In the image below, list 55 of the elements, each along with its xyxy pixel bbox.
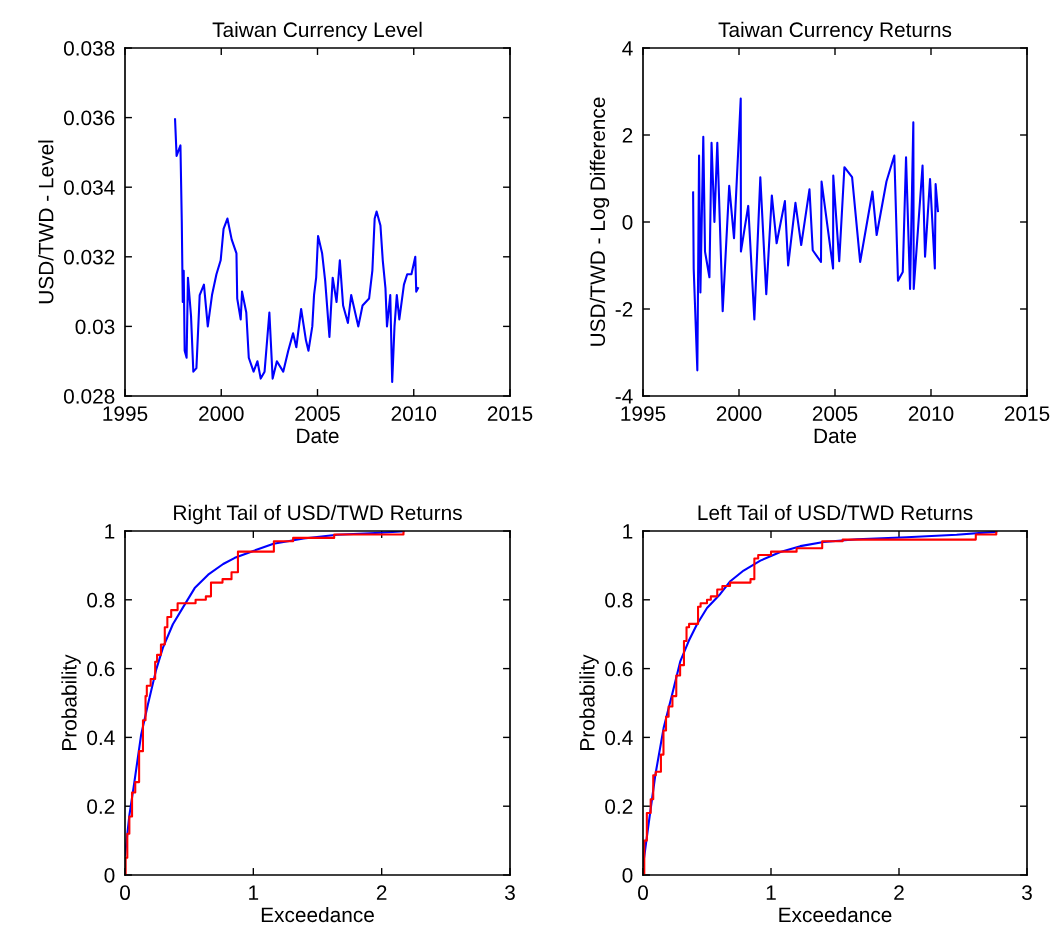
x-axis-title: Date	[297, 428, 339, 444]
y-tick-label: -4	[615, 389, 633, 404]
y-tick-label: 0.2	[605, 799, 633, 814]
x-tick-label: 2015	[1004, 406, 1050, 422]
y-tick-label: 0.6	[605, 661, 633, 677]
chart-title: Taiwan Currency Level	[212, 21, 422, 42]
y-axis-title: USD/TWD - Level	[38, 140, 54, 304]
y-tick-label: 0.03	[75, 319, 115, 335]
chart-title: Taiwan Currency Returns	[718, 21, 952, 42]
y-tick-label: 2	[622, 128, 633, 143]
x-tick-label: 2010	[908, 406, 954, 422]
y-tick-label: 0.038	[63, 41, 115, 56]
y-tick-label: 0.2	[87, 799, 115, 814]
x-tick-label: 2010	[391, 406, 437, 422]
line-series	[692, 97, 939, 372]
y-tick-label: 0	[104, 868, 115, 883]
y-tick-label: 0.8	[87, 592, 115, 608]
y-tick-label: -2	[615, 302, 633, 317]
x-axis-title: Date	[814, 428, 857, 444]
x-tick-label: 3	[505, 885, 515, 901]
x-tick-label: 2000	[716, 406, 762, 422]
x-tick-label: 2005	[812, 406, 858, 422]
x-axis-title: Exceedance	[261, 906, 374, 923]
y-axis-title: Probability	[579, 654, 599, 750]
x-tick-label: 1	[249, 885, 259, 900]
y-tick-label: 0.4	[87, 730, 115, 746]
chart-title: Right Tail of USD/TWD Returns	[174, 504, 462, 525]
x-tick-label: 2	[376, 885, 387, 900]
y-tick-label: 0.032	[63, 249, 115, 265]
y-axis-title: Probability	[61, 654, 81, 750]
line-series	[174, 118, 420, 384]
chart-title: Left Tail of USD/TWD Returns	[698, 504, 973, 521]
x-tick-label: 2005	[295, 406, 340, 422]
y-tick-label: 0	[622, 215, 633, 230]
x-tick-label: 1995	[103, 406, 148, 422]
y-tick-label: 0.034	[63, 180, 115, 195]
x-tick-label: 2015	[487, 406, 533, 422]
x-tick-label: 0	[120, 885, 130, 901]
x-tick-label: 2000	[199, 406, 244, 422]
y-tick-label: 0.028	[63, 389, 115, 404]
y-tick-label: 0.6	[87, 661, 115, 677]
x-axis-title: Exceedance	[779, 906, 892, 923]
x-tick-label: 1995	[621, 406, 666, 422]
y-tick-label: 0.8	[605, 592, 633, 608]
y-tick-label: 1	[623, 524, 633, 539]
x-tick-label: 1	[766, 885, 776, 900]
x-tick-label: 3	[1022, 885, 1032, 901]
y-tick-label: 0.4	[605, 730, 633, 746]
x-tick-label: 2	[894, 885, 904, 900]
y-tick-label: 4	[622, 41, 633, 56]
y-tick-label: 0	[622, 868, 633, 883]
y-axis-title: USD/TWD - Log Difference	[589, 97, 610, 346]
y-tick-label: 1	[105, 524, 115, 539]
x-tick-label: 0	[638, 885, 648, 901]
y-tick-label: 0.036	[63, 110, 115, 126]
